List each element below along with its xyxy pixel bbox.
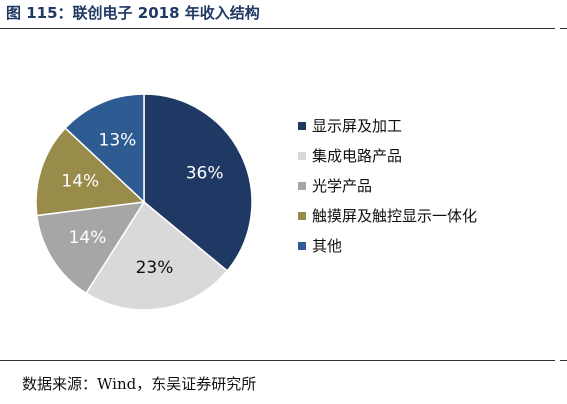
pie-slice: [36, 201, 146, 295]
top-rule-stub: [560, 28, 567, 29]
legend-label: 光学产品: [312, 177, 372, 195]
pie-slice: [85, 200, 229, 311]
pie-slice: [64, 93, 145, 204]
legend-label: 显示屏及加工: [312, 117, 402, 135]
figure-title: 图 115：联创电子 2018 年收入结构: [6, 4, 260, 22]
pie-slice: [143, 93, 253, 272]
legend-label: 集成电路产品: [312, 147, 402, 165]
legend-label: 其他: [312, 237, 342, 255]
legend-swatch: [298, 152, 306, 160]
top-rule: [0, 28, 555, 29]
pie-slice-label: 36%: [186, 164, 224, 184]
pie-slice-label: 14%: [69, 228, 107, 248]
pie-slice-labels: 36%23%14%14%13%: [61, 131, 223, 279]
pie-slices: [35, 93, 253, 311]
bottom-rule-stub: [560, 360, 567, 361]
pie-slice-label: 23%: [136, 258, 174, 278]
pie-chart: 36%23%14%14%13% 显示屏及加工集成电路产品光学产品触摸屏及触控显示…: [35, 93, 477, 311]
pie-slice: [35, 127, 146, 217]
pie-slice-label: 14%: [61, 171, 99, 191]
legend-swatch: [298, 182, 306, 190]
legend-swatch: [298, 242, 306, 250]
pie-slice-label: 13%: [99, 131, 137, 151]
bottom-rule: [0, 360, 555, 361]
source-note: 数据来源：Wind，东吴证券研究所: [22, 375, 257, 393]
legend-swatch: [298, 122, 306, 130]
legend-label: 触摸屏及触控显示一体化: [312, 207, 477, 225]
legend-swatch: [298, 212, 306, 220]
